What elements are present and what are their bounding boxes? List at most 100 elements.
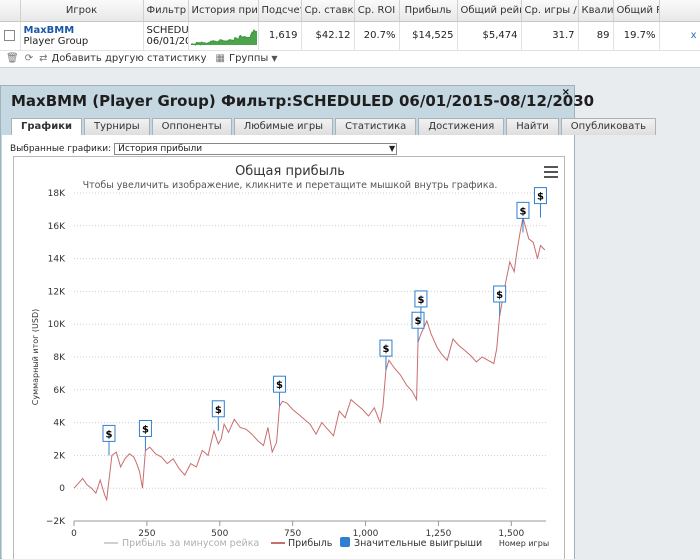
y-tick-label: 10K <box>48 320 66 330</box>
col-header-select <box>0 0 21 22</box>
tab-achievements[interactable]: Достижения <box>418 118 505 135</box>
trash-icon[interactable]: 🗑 <box>6 52 19 64</box>
x-tick-label: 750 <box>284 529 301 539</box>
y-tick-label: 6K <box>53 386 66 396</box>
dialog-body: Выбранные графики: История прибыли ▼ −2K… <box>2 135 574 559</box>
big-win-box <box>493 285 507 303</box>
profit-sparkline[interactable] <box>189 22 259 47</box>
big-win-flag: $ <box>273 375 287 407</box>
table-row[interactable]: MaxBMM Player Group SCHEDULED 06/01/2015… <box>0 21 700 51</box>
big-win-flag: $ <box>516 201 530 233</box>
big-win-box <box>102 424 116 442</box>
big-win-flag: $ <box>102 424 116 456</box>
chart-subtitle: Чтобы увеличить изображение, кликните и … <box>83 180 498 191</box>
legend-item-profit: Прибыль <box>288 538 333 549</box>
chart-select-value: История прибыли <box>118 144 203 154</box>
tab-favorite-games[interactable]: Любимые игры <box>233 118 334 135</box>
y-tick-label: 2K <box>53 451 66 461</box>
col-header-profit-history[interactable]: История прибыли <box>188 0 259 22</box>
total-roi-cell: 19.7% <box>613 21 660 51</box>
big-win-box <box>138 419 152 437</box>
y-tick-label: 8K <box>53 353 66 363</box>
profit-cell: $14,525 <box>399 21 458 51</box>
groups-button[interactable]: Группы <box>228 52 269 64</box>
player-cell: MaxBMM Player Group <box>20 21 144 51</box>
total-rake-cell: $5,474 <box>457 21 522 51</box>
tab-tournaments[interactable]: Турниры <box>84 118 150 135</box>
col-header-avg-games[interactable]: Ср. игры / д <box>521 0 579 22</box>
tab-opponents[interactable]: Оппоненты <box>151 118 232 135</box>
col-header-remove <box>659 0 700 22</box>
tab-publish[interactable]: Опубликовать <box>560 118 657 135</box>
y-tick-label: 18K <box>48 189 66 199</box>
x-tick-label: 500 <box>211 529 228 539</box>
y-tick-label: 0 <box>59 484 65 494</box>
avg-stake-cell: $42.12 <box>301 21 355 51</box>
chart-select-row: Выбранные графики: История прибыли ▼ <box>10 143 398 155</box>
col-header-avg-roi[interactable]: Ср. ROI <box>354 0 400 22</box>
dialog-title: MaxBMM (Player Group) Фильтр:SCHEDULED 0… <box>11 92 595 110</box>
tab-charts[interactable]: Графики <box>11 118 83 136</box>
groups-dropdown-icon[interactable]: ▼ <box>271 53 278 63</box>
chart-container[interactable]: −2K 0 2K 4K 6K 8K 10K 12K 14K 16K 18K 0 250 500 750 1,0… <box>13 156 565 559</box>
row-checkbox[interactable] <box>4 29 16 41</box>
filter-line1: SCHEDULED <box>146 24 188 36</box>
player-report-dialog: MaxBMM (Player Group) Фильтр:SCHEDULED 0… <box>0 85 657 559</box>
big-win-flag: $ <box>414 290 428 321</box>
big-win-box <box>533 187 547 205</box>
avg-roi-cell: 20.7% <box>354 21 400 51</box>
legend-item-net: Прибыль за минусом рейка <box>122 538 259 549</box>
add-stat-button[interactable]: Добавить другую статистику <box>51 52 207 64</box>
x-tick-label: 0 <box>71 529 77 539</box>
y-axis-label: Суммарный итог (USD) <box>31 309 40 406</box>
refresh-icon[interactable]: ⟳ <box>24 52 34 64</box>
dialog-tabs: Графики Турниры Оппоненты Любимые игры С… <box>11 118 658 136</box>
avg-games-cell: 31.7 <box>521 21 579 51</box>
col-header-total-rake[interactable]: Общий рейк <box>457 0 522 22</box>
big-win-label: $ <box>496 290 503 301</box>
big-win-label: $ <box>382 344 389 355</box>
col-header-player[interactable]: Игрок <box>20 0 144 22</box>
big-win-label: $ <box>519 206 526 217</box>
big-win-label: $ <box>417 295 424 306</box>
big-win-label: $ <box>215 405 222 416</box>
profit-chart[interactable]: −2K 0 2K 4K 6K 8K 10K 12K 14K 16K 18K 0 250 500 750 1,0… <box>14 157 566 560</box>
big-win-label: $ <box>537 192 544 203</box>
chart-select[interactable]: История прибыли ▼ <box>114 143 398 155</box>
count-cell: 1,619 <box>258 21 302 51</box>
big-win-box <box>414 290 428 308</box>
col-header-filter[interactable]: Фильтр <box>143 0 189 22</box>
tab-find[interactable]: Найти <box>506 118 559 135</box>
col-header-total-roi[interactable]: Общий ROI <box>613 0 660 22</box>
col-header-count[interactable]: Подсчет <box>258 0 302 22</box>
big-win-flag: $ <box>211 400 225 431</box>
col-header-avg-stake[interactable]: Ср. ставка <box>301 0 355 22</box>
x-tick-label: 1,000 <box>353 529 379 539</box>
big-win-box <box>273 375 287 393</box>
grid-toolbar: 🗑 ⟳ ⇄ Добавить другую статистику ▦ Групп… <box>0 50 700 66</box>
filter-line2: 06/01/2015 <box>146 35 188 47</box>
col-header-profit[interactable]: Прибыль <box>399 0 458 22</box>
x-tick-label: 1,250 <box>426 529 452 539</box>
big-win-box <box>211 400 225 418</box>
dialog-close-button[interactable]: × <box>561 87 570 98</box>
x-tick-label: 250 <box>138 529 155 539</box>
filter-cell: SCHEDULED 06/01/2015 <box>143 21 189 51</box>
player-name-link[interactable]: MaxBMM <box>23 24 75 36</box>
big-win-label: $ <box>106 429 113 440</box>
tab-statistics[interactable]: Статистика <box>335 118 417 135</box>
big-win-label: $ <box>142 424 149 435</box>
remove-row-button[interactable]: x <box>659 21 700 51</box>
big-win-flag: $ <box>411 311 425 343</box>
chart-title: Общая прибыль <box>235 164 345 179</box>
big-win-box <box>379 339 393 357</box>
big-win-flag: $ <box>138 419 152 451</box>
legend-item-big-wins: Значительные выигрыши <box>354 538 482 549</box>
add-stat-icon: ⇄ <box>39 52 48 64</box>
chart-menu-icon[interactable] <box>544 166 558 181</box>
chevron-down-icon: ▼ <box>389 144 396 153</box>
big-win-label: $ <box>415 316 422 327</box>
legend-swatch-big-wins <box>340 537 350 547</box>
col-header-qualif[interactable]: Квалиф <box>578 0 614 22</box>
big-win-flag: $ <box>379 339 393 371</box>
